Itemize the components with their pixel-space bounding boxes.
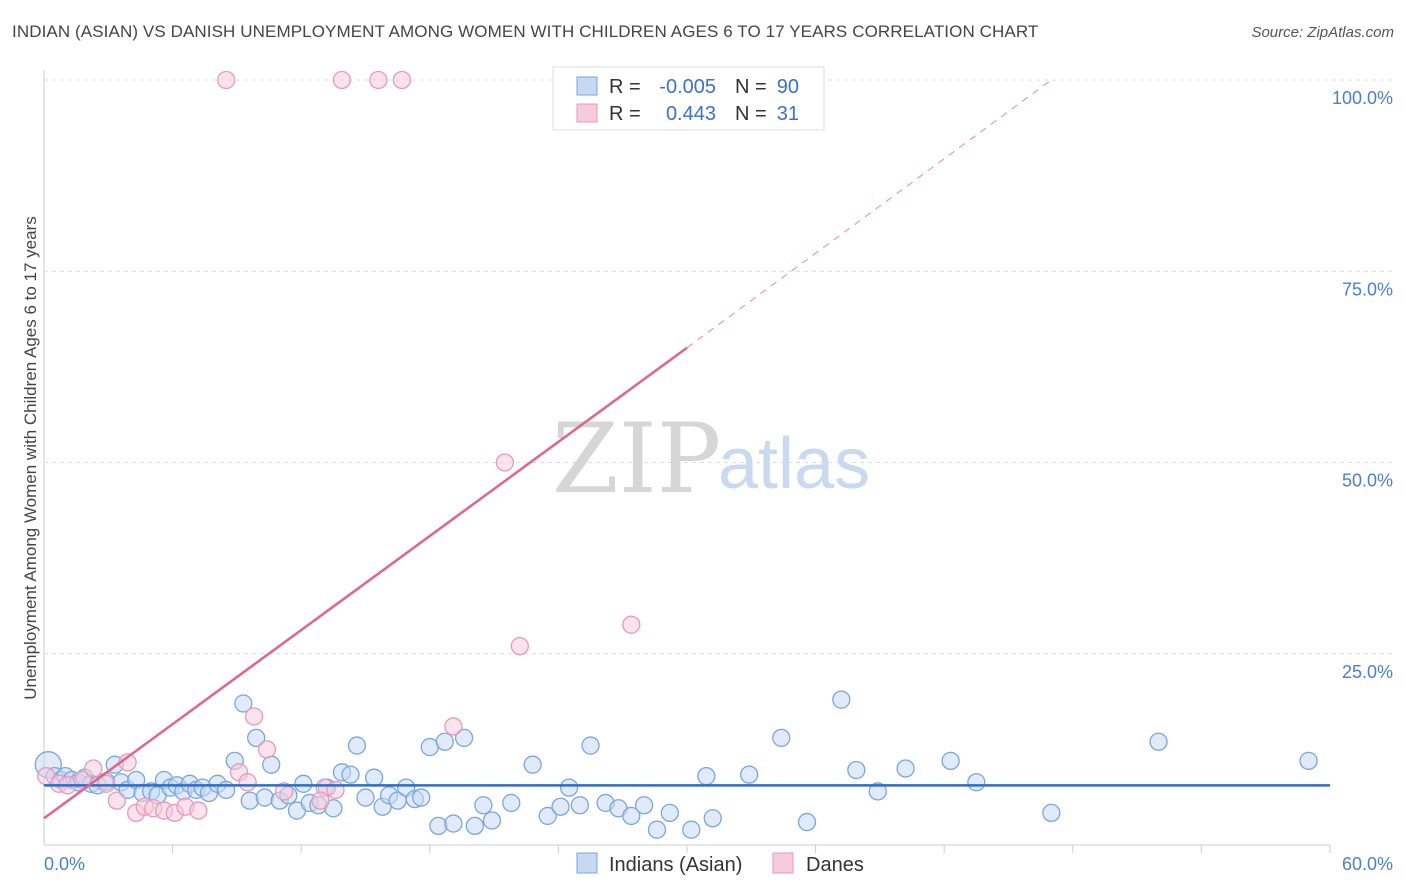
y-axis-ticks: 25.0% 50.0% 75.0% 100.0% [1332, 88, 1393, 682]
point-indians [234, 694, 253, 713]
legend-n-label-0: N = [735, 76, 767, 98]
point-indians [570, 796, 589, 815]
y-tick-label-3: 100.0% [1332, 88, 1393, 108]
x-tick-label-1: 60.0% [1342, 854, 1393, 874]
watermark-atlas: atlas [718, 424, 870, 504]
point-danes [84, 759, 103, 778]
point-danes [257, 740, 277, 759]
point-danes [189, 801, 208, 820]
point-indians [740, 765, 759, 784]
trend-extension-danes [686, 79, 1052, 349]
point-indians [941, 751, 960, 770]
y-tick-label-1: 50.0% [1342, 471, 1393, 491]
point-indians [581, 736, 600, 755]
watermark-zip: ZIP [552, 403, 721, 515]
point-indians [868, 782, 887, 801]
point-indians [647, 820, 667, 839]
point-danes [97, 774, 116, 793]
point-indians [341, 765, 360, 784]
point-danes [217, 70, 236, 90]
legend-n-value-0: 90 [777, 76, 799, 98]
point-indians [523, 755, 542, 774]
point-danes [622, 615, 641, 634]
point-danes [332, 70, 352, 90]
series-swatch-indians [576, 852, 598, 874]
legend-n-value-1: 31 [777, 103, 799, 125]
point-indians [772, 728, 791, 748]
point-indians [247, 728, 266, 748]
point-danes [510, 636, 529, 656]
y-axis-label: Unemployment Among Women with Children A… [21, 216, 40, 700]
chart-title: INDIAN (ASIAN) VS DANISH UNEMPLOYMENT AM… [12, 22, 1039, 41]
point-danes [444, 717, 463, 736]
point-indians [896, 759, 915, 778]
series-swatch-danes [772, 852, 794, 874]
point-indians [697, 767, 716, 786]
y-tick-label-0: 25.0% [1342, 662, 1393, 682]
point-indians [435, 732, 454, 751]
point-indians [255, 788, 274, 807]
point-indians [1299, 751, 1318, 770]
point-indians [465, 816, 484, 836]
point-indians [262, 755, 281, 774]
point-danes [244, 707, 264, 726]
chart-source: Source: ZipAtlas.com [1251, 24, 1394, 41]
point-indians [967, 773, 986, 792]
point-indians [832, 690, 851, 709]
legend-r-value-1: 0.443 [666, 103, 716, 125]
point-indians [634, 796, 654, 815]
point-indians [551, 797, 570, 816]
correlation-legend: R = -0.005 N = 90 R = 0.443 N = 31 [552, 66, 825, 131]
x-tick-label-0: 0.0% [44, 854, 85, 874]
legend-n-label-1: N = [735, 103, 767, 125]
point-indians [240, 791, 259, 810]
legend-swatch-danes [576, 103, 598, 123]
point-indians [502, 793, 521, 813]
point-indians [474, 796, 493, 815]
point-danes [238, 773, 257, 792]
trend-line-danes [43, 346, 688, 820]
point-indians [356, 788, 375, 807]
point-indians [412, 788, 431, 807]
point-indians [347, 736, 367, 755]
point-indians [538, 806, 557, 826]
legend-r-value-0: -0.005 [659, 76, 716, 98]
point-indians [797, 812, 817, 832]
point-indians [364, 768, 384, 787]
point-indians [1042, 803, 1061, 823]
legend-r-label-0: R = [609, 76, 641, 98]
point-indians [847, 760, 866, 780]
series-label-indians: Indians (Asian) [609, 854, 742, 876]
point-indians [444, 814, 463, 833]
point-indians [660, 803, 680, 823]
series-legend: Indians (Asian) Danes [576, 852, 864, 876]
point-indians [682, 820, 701, 839]
point-indians [559, 778, 579, 797]
point-danes [369, 70, 388, 90]
point-indians [703, 809, 722, 828]
legend-r-label-1: R = [609, 103, 641, 125]
trend-lines [43, 79, 1330, 820]
point-indians [217, 780, 236, 800]
point-indians [622, 806, 641, 826]
point-danes [274, 782, 294, 801]
point-danes [495, 453, 514, 472]
point-danes [392, 70, 412, 90]
point-indians [454, 728, 474, 748]
point-danes [107, 791, 127, 810]
point-danes [311, 791, 330, 810]
point-indians [482, 811, 502, 830]
x-axis-ticks: 0.0% 60.0% [44, 854, 1393, 874]
legend-swatch-indians [576, 76, 598, 96]
point-indians [294, 774, 313, 793]
point-danes [326, 780, 345, 800]
y-tick-label-2: 75.0% [1342, 279, 1393, 299]
watermark: ZIP atlas [552, 403, 870, 515]
data-points [34, 70, 1318, 839]
point-indians [1149, 732, 1168, 751]
point-indians [429, 816, 448, 836]
series-label-danes: Danes [806, 854, 864, 876]
